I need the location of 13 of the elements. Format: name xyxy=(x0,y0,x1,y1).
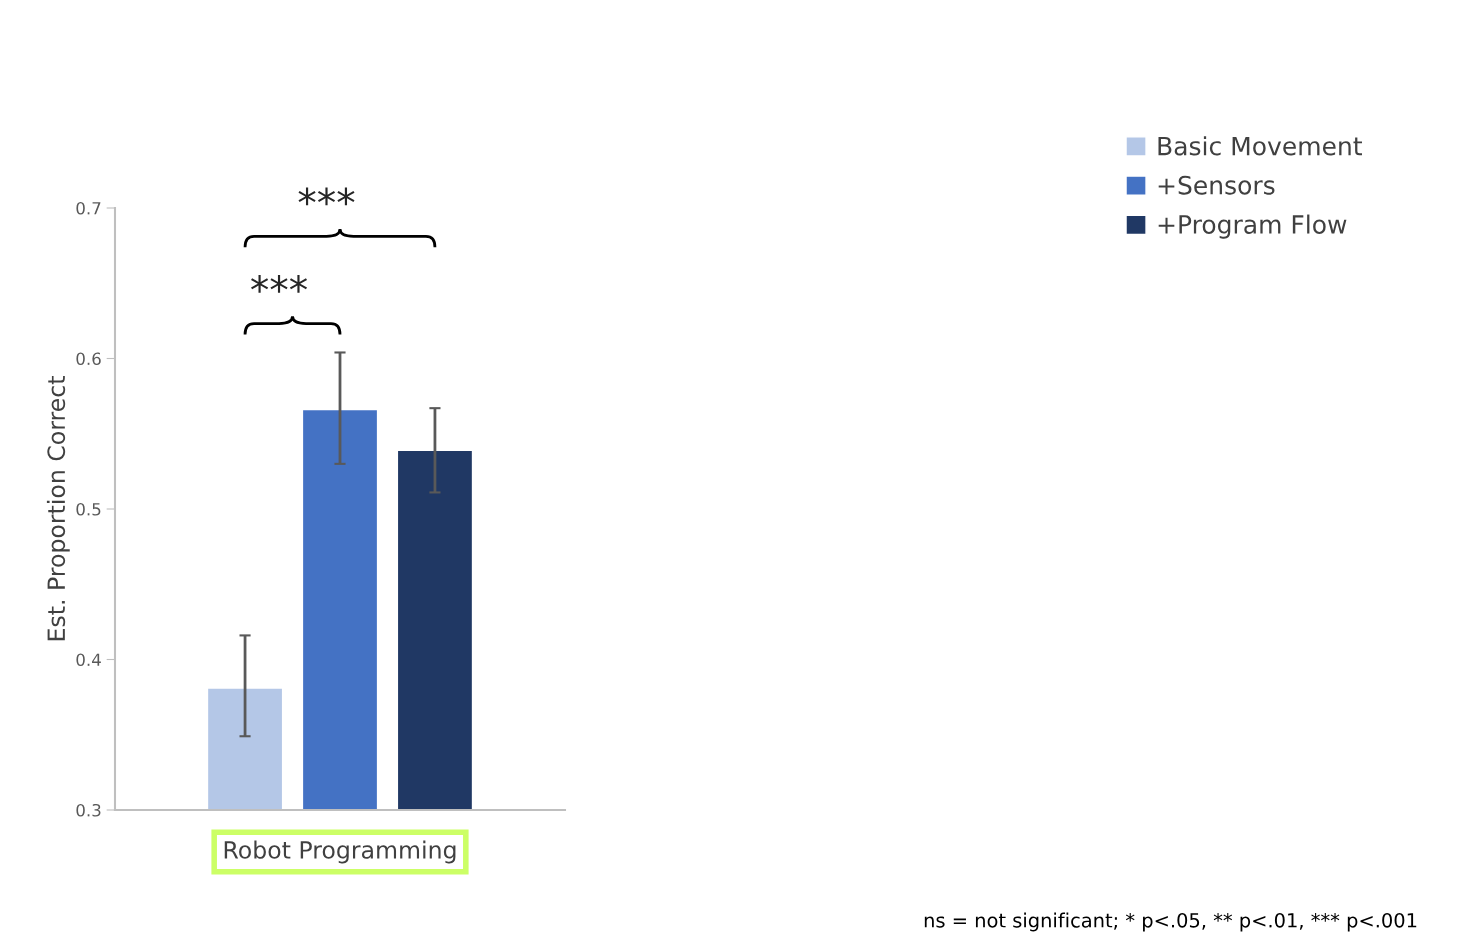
text: ns = not significant; * p<.05, ** p<.01, *** p<.001 xyxy=(924,912,1417,932)
legend-label: +Sensors xyxy=(1158,175,1275,195)
y-tick-label: 0.4 xyxy=(76,653,101,667)
y-tick-label: 0.7 xyxy=(76,201,101,215)
legend-label: Basic Movement xyxy=(1158,136,1362,156)
y-axis-title: Est. Proportion Correct xyxy=(46,376,70,641)
y-tick-label: 0.6 xyxy=(76,352,101,366)
legend-label: +Program Flow xyxy=(1158,214,1347,239)
y-tick-label: 0.5 xyxy=(76,502,101,516)
y-tick-label: 0.3 xyxy=(76,803,101,817)
x-tick-label: Robot Programming xyxy=(224,840,456,864)
text: *** xyxy=(298,187,355,206)
annotation: *** xyxy=(251,274,308,293)
